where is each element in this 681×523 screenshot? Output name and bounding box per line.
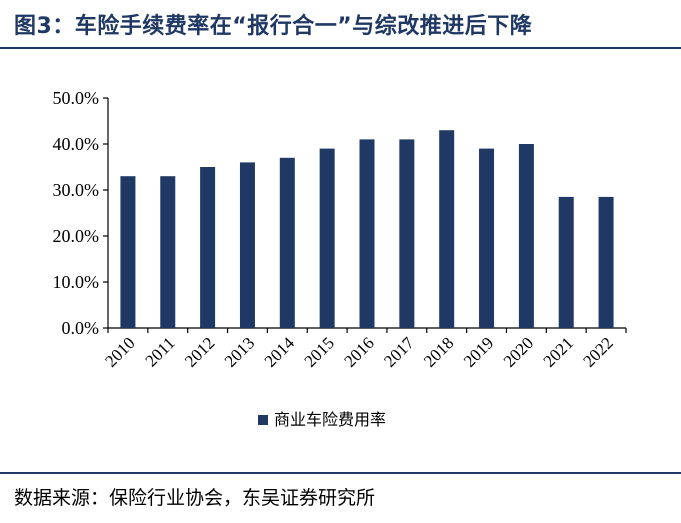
- bar-2014: [279, 157, 295, 328]
- x-tick-label: 2016: [340, 333, 377, 370]
- legend-label: 商业车险费用率: [274, 410, 386, 429]
- bar-2020: [518, 144, 534, 328]
- bar-2016: [359, 139, 375, 328]
- bar-2015: [319, 148, 335, 328]
- x-tick-label: 2010: [101, 333, 138, 370]
- x-tick-label: 2019: [460, 333, 497, 370]
- x-tick-label: 2022: [579, 333, 616, 370]
- x-axis: 2010 2011 2012 2013 2014 2015 2016 2017 2018 2019…: [101, 327, 627, 371]
- bar-2013: [239, 162, 255, 328]
- x-tick-label: 2012: [181, 333, 218, 370]
- y-tick-label: 0.0%: [62, 318, 100, 338]
- x-tick-label: 2021: [540, 333, 577, 370]
- bar-2018: [439, 130, 455, 328]
- bar-2011: [160, 176, 176, 328]
- figure-title: 图3：车险手续费率在“报行合一”与综改推进后下降: [14, 14, 533, 39]
- y-axis: 0.0% 10.0% 20.0% 30.0% 40.0% 50.0%: [53, 88, 109, 338]
- bar-2019: [479, 148, 495, 328]
- x-tick-label: 2014: [261, 333, 299, 371]
- bars: [120, 130, 614, 328]
- title-divider: [0, 47, 681, 49]
- source-note: 数据来源：保险行业协会，东吴证券研究所: [14, 487, 376, 509]
- y-tick-label: 50.0%: [53, 88, 100, 108]
- x-tick-label: 2017: [380, 333, 418, 371]
- x-tick-label: 2018: [420, 333, 457, 370]
- y-tick-label: 10.0%: [53, 272, 100, 292]
- bar-2021: [558, 196, 574, 328]
- bar-chart: 0.0%10.0%20.0%30.0%40.0%50.0% 2010 2011 20…: [53, 88, 627, 429]
- x-tick-label: 2011: [142, 333, 179, 370]
- y-tick-label: 30.0%: [53, 180, 100, 200]
- y-tick-label: 40.0%: [53, 134, 100, 154]
- y-tick-label: 20.0%: [53, 226, 100, 246]
- bar-2017: [399, 139, 415, 328]
- bar-2012: [200, 167, 216, 328]
- x-tick-label: 2020: [500, 333, 537, 370]
- legend-swatch: [258, 415, 268, 425]
- bar-2022: [598, 196, 614, 328]
- source-divider: [0, 472, 681, 474]
- bar-2010: [120, 176, 136, 328]
- x-tick-label: 2013: [221, 333, 258, 370]
- x-tick-label: 2015: [301, 333, 338, 370]
- legend: 商业车险费用率: [258, 410, 386, 429]
